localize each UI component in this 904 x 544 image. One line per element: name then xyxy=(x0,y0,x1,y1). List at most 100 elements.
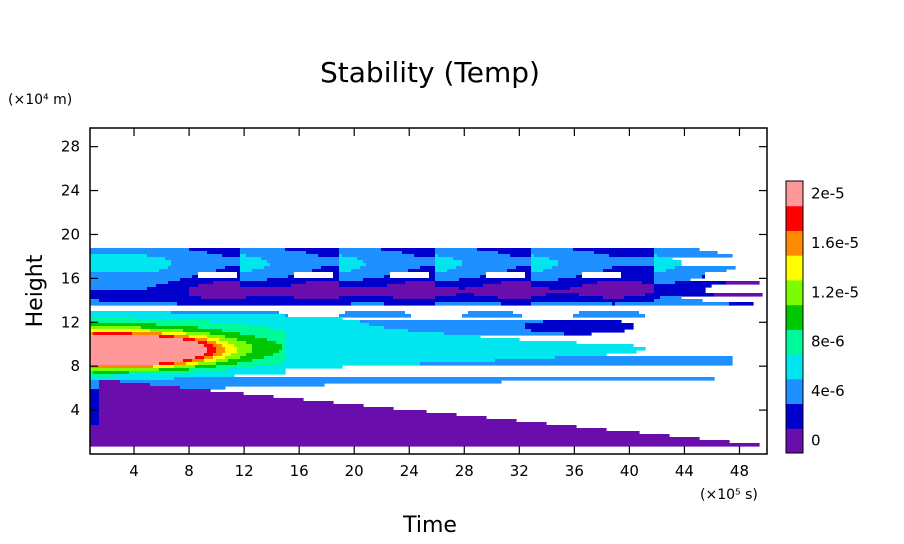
contour-cell xyxy=(240,284,292,288)
contour-cell xyxy=(237,272,241,276)
contour-cell xyxy=(252,359,286,363)
contour-cell xyxy=(543,269,604,273)
contour-cell xyxy=(225,356,241,360)
contour-cell xyxy=(447,269,508,273)
contour-cell xyxy=(657,254,733,258)
contour-cell xyxy=(177,302,352,306)
contour-cell xyxy=(222,329,286,333)
contour-cell xyxy=(90,269,160,273)
contour-cell xyxy=(90,371,94,375)
contour-cell xyxy=(582,272,622,276)
contour-cell xyxy=(99,386,181,390)
x-tick-label: 44 xyxy=(675,462,694,480)
contour-cell xyxy=(237,362,283,366)
contour-cell xyxy=(531,254,535,258)
contour-cell xyxy=(285,332,445,336)
colorbar-swatch xyxy=(786,230,803,256)
contour-cell xyxy=(675,266,736,270)
contour-cell xyxy=(198,284,241,288)
contour-cell xyxy=(282,362,421,366)
contour-cell xyxy=(402,251,436,255)
contour-cell xyxy=(90,353,205,357)
contour-cell xyxy=(90,332,94,336)
contour-cell xyxy=(195,365,217,369)
contour-cell xyxy=(339,281,406,285)
contour-cell xyxy=(90,287,148,291)
contour-cell xyxy=(90,290,190,294)
contour-cell xyxy=(276,341,286,345)
contour-cell xyxy=(597,281,643,285)
contour-cell xyxy=(222,254,241,258)
contour-cell xyxy=(237,338,268,342)
x-tick-label: 48 xyxy=(730,462,749,480)
contour-cell xyxy=(186,332,211,336)
contour-cell xyxy=(150,329,184,333)
contour-cell xyxy=(435,275,481,279)
contour-cell xyxy=(204,359,217,363)
contour-cell xyxy=(255,365,343,369)
contour-cell xyxy=(525,275,532,279)
contour-cell xyxy=(282,344,286,348)
contour-cell xyxy=(435,296,499,300)
contour-cell xyxy=(216,269,241,273)
contour-cell xyxy=(90,359,184,363)
contour-cell xyxy=(390,275,430,279)
contour-cell xyxy=(90,386,100,390)
contour-cell xyxy=(306,281,340,285)
contour-cell xyxy=(159,269,217,273)
contour-cell xyxy=(558,260,655,264)
contour-cell xyxy=(90,248,190,252)
contour-cell xyxy=(645,314,697,318)
contour-cell xyxy=(180,386,226,390)
contour-cell xyxy=(729,302,754,306)
contour-cell xyxy=(351,269,409,273)
contour-cell xyxy=(246,353,274,357)
colorbar-swatch xyxy=(786,403,803,429)
contour-cell xyxy=(285,335,481,339)
contour-cell xyxy=(603,269,655,273)
contour-cell xyxy=(204,344,214,348)
contour-cell xyxy=(93,332,133,336)
x-axis: 4 8 12 16 20 24 28 32 36 40 44 48 xyxy=(129,128,749,480)
contour-cell xyxy=(192,275,199,279)
contour-cell xyxy=(252,344,283,348)
contour-cell xyxy=(99,299,655,303)
y-tick-label: 16 xyxy=(61,269,80,287)
contour-cell xyxy=(90,329,151,333)
contour-cell xyxy=(216,365,256,369)
contour-cell xyxy=(360,266,421,270)
contour-cell xyxy=(216,362,238,366)
contour-cell xyxy=(240,257,262,261)
contour-cell xyxy=(279,311,346,315)
contour-cell xyxy=(180,278,241,282)
contour-cell xyxy=(93,371,130,375)
contour-cell xyxy=(531,284,583,288)
contour-cell xyxy=(462,314,523,318)
contour-cell xyxy=(240,278,268,282)
contour-cell xyxy=(90,299,100,303)
contour-cell xyxy=(486,272,526,276)
contour-cell xyxy=(90,434,670,438)
contour-cell xyxy=(90,341,199,345)
contour-cell xyxy=(237,347,253,351)
contour-cell xyxy=(288,275,295,279)
contour-cell xyxy=(231,353,247,357)
contour-cell xyxy=(90,347,208,351)
contour-cell xyxy=(219,338,238,342)
contour-cell xyxy=(339,269,352,273)
contour-cell xyxy=(90,317,136,321)
contour-cell xyxy=(291,284,340,288)
contour-cell xyxy=(435,260,463,264)
contour-cell xyxy=(339,266,361,270)
contour-cell xyxy=(285,344,634,348)
colorbar-swatch xyxy=(786,354,803,380)
contour-cell xyxy=(90,443,760,447)
contour-cell xyxy=(294,296,340,300)
contour-cell xyxy=(435,257,454,261)
contour-cell xyxy=(198,362,217,366)
contour-cell xyxy=(459,278,532,282)
contour-cell xyxy=(366,263,436,267)
contour-cell xyxy=(609,254,655,258)
contour-cell xyxy=(531,266,553,270)
x-tick-label: 4 xyxy=(129,462,139,480)
